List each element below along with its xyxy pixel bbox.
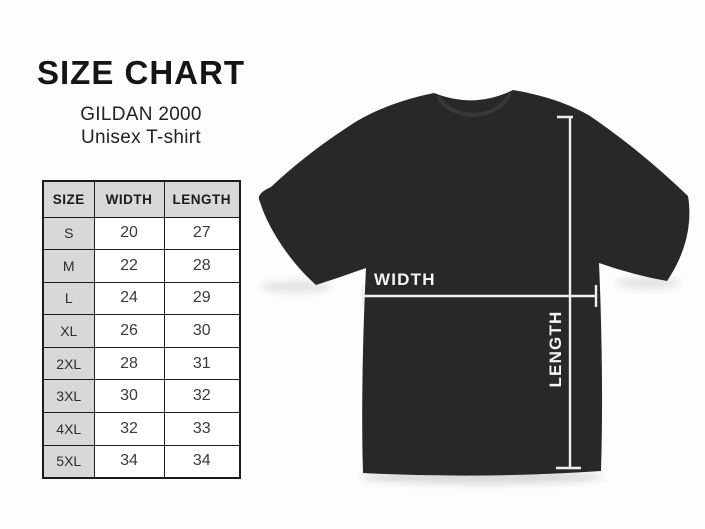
length-cell: 27	[163, 216, 241, 251]
width-measure-label: WIDTH	[374, 270, 436, 289]
column-header-length: LENGTH	[163, 180, 241, 218]
collar-line	[436, 92, 512, 117]
width-cell: 22	[93, 249, 165, 283]
column-header-width: WIDTH	[93, 180, 165, 218]
tshirt-silhouette	[258, 90, 690, 476]
size-cell: S	[42, 216, 95, 251]
width-cell: 32	[93, 412, 165, 446]
table-row: 2XL 28 31	[42, 346, 241, 381]
sleeve-shadow-right	[616, 277, 680, 289]
size-cell: 5XL	[42, 444, 95, 479]
length-cell: 33	[163, 412, 241, 446]
size-cell: XL	[42, 314, 95, 348]
width-cell: 34	[93, 444, 165, 479]
table-row: 4XL 32 33	[42, 412, 241, 446]
table-row: 5XL 34 34	[42, 444, 241, 479]
length-cell: 31	[163, 346, 241, 381]
width-measure-line	[361, 285, 598, 307]
sleeve-shadow-left	[260, 281, 332, 293]
product-subtitle: GILDAN 2000 Unisex T-shirt	[0, 103, 282, 149]
length-cell: 28	[163, 249, 241, 283]
length-cell: 30	[163, 314, 241, 348]
size-cell: L	[42, 281, 95, 316]
page-title: SIZE CHART	[37, 54, 245, 91]
length-cell: 29	[163, 281, 241, 316]
length-measure-label: LENGTH	[546, 310, 565, 388]
length-cell: 34	[163, 444, 241, 479]
width-cell: 28	[93, 346, 165, 381]
table-row: S 20 27	[42, 216, 241, 251]
width-cell: 26	[93, 314, 165, 348]
table-header-row: SIZE WIDTH LENGTH	[42, 180, 241, 218]
product-name: Unisex T-shirt	[81, 127, 201, 148]
width-cell: 20	[93, 216, 165, 251]
table-row: L 24 29	[42, 281, 241, 316]
table-row: M 22 28	[42, 249, 241, 283]
size-cell: 4XL	[42, 412, 95, 446]
size-table: SIZE WIDTH LENGTH S 20 27 M 22 28 L 24 2…	[42, 180, 241, 479]
length-measure-line	[556, 115, 581, 470]
width-cell: 24	[93, 281, 165, 316]
brand-name: GILDAN 2000	[80, 104, 202, 125]
table-row: XL 26 30	[42, 314, 241, 348]
width-cell: 30	[93, 379, 165, 414]
